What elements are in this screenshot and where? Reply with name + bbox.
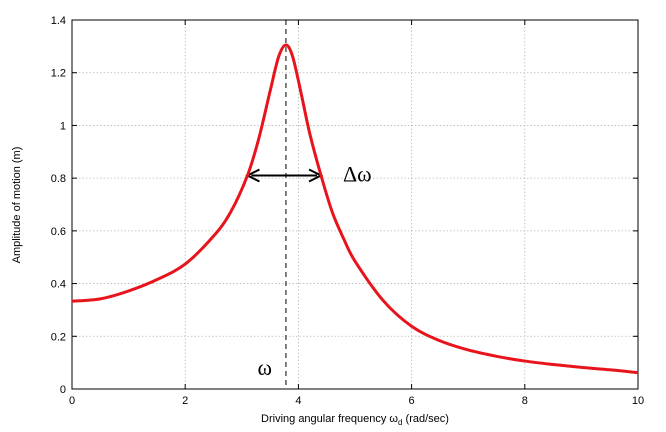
grid [72, 20, 638, 389]
x-tick-label: 10 [632, 395, 644, 407]
series [72, 43, 638, 375]
y-tick-label: 0.4 [51, 279, 66, 291]
amplitude-curve [72, 43, 638, 375]
y-axis-label: Amplitude of motion (m) [11, 147, 23, 264]
y-tick-label: 0.8 [51, 173, 66, 185]
x-tick-label: 8 [522, 395, 528, 407]
width-label: Δω [343, 162, 372, 187]
plot-frame [71, 19, 639, 390]
y-tick-label: 0.6 [51, 226, 66, 238]
y-tick-label: 1.4 [51, 15, 66, 27]
x-tick-label: 0 [69, 395, 75, 407]
x-tick-label: 6 [409, 395, 415, 407]
y-tick-label: 1.2 [51, 68, 66, 80]
y-tick-label: 0 [60, 384, 66, 396]
x-axis-label: Driving angular frequency ωd (rad/sec) [261, 413, 449, 427]
axis-ticks: 0 2 4 6 8 10 0 0.2 0.4 0.6 0.8 1 1.2 1.4 [51, 15, 644, 407]
annotations: ω Δω [245, 20, 372, 389]
resonance-label: ω [257, 355, 271, 380]
y-tick-label: 1 [60, 120, 66, 132]
x-tick-label: 4 [295, 395, 301, 407]
x-tick-label: 2 [182, 395, 188, 407]
y-tick-label: 0.2 [51, 331, 66, 343]
